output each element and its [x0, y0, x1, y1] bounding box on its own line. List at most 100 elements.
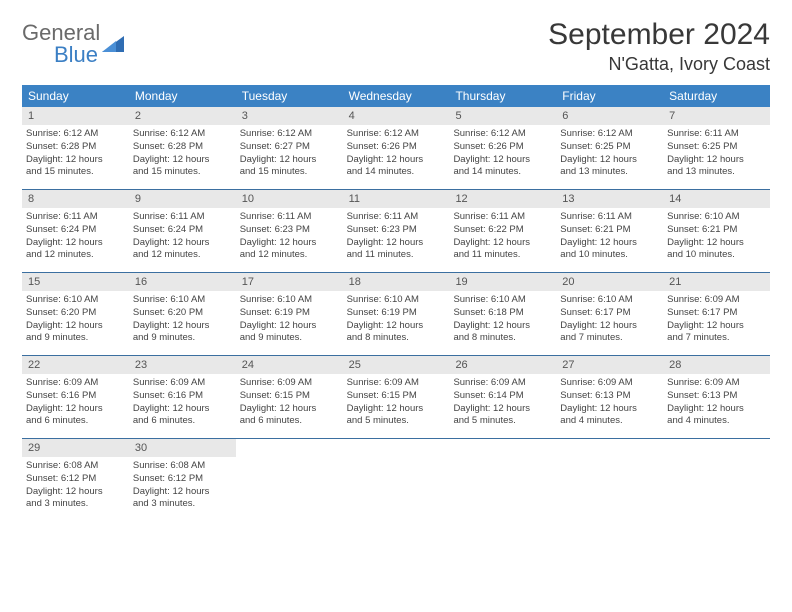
day-details: Sunrise: 6:09 AMSunset: 6:16 PMDaylight:…	[129, 374, 236, 432]
day-details: Sunrise: 6:11 AMSunset: 6:24 PMDaylight:…	[129, 208, 236, 266]
detail-sr: Sunrise: 6:12 AM	[453, 128, 552, 141]
day-details: Sunrise: 6:11 AMSunset: 6:25 PMDaylight:…	[663, 125, 770, 183]
detail-sr: Sunrise: 6:12 AM	[240, 128, 339, 141]
detail-ss: Sunset: 6:22 PM	[453, 224, 552, 237]
day-cell: 12Sunrise: 6:11 AMSunset: 6:22 PMDayligh…	[449, 190, 556, 272]
detail-d1: Daylight: 12 hours	[453, 320, 552, 333]
day-number: 17	[236, 273, 343, 291]
empty-cell	[343, 439, 450, 521]
day-cell: 6Sunrise: 6:12 AMSunset: 6:25 PMDaylight…	[556, 107, 663, 189]
detail-d1: Daylight: 12 hours	[26, 237, 125, 250]
detail-d2: and 13 minutes.	[667, 166, 766, 179]
detail-sr: Sunrise: 6:10 AM	[667, 211, 766, 224]
day-details: Sunrise: 6:10 AMSunset: 6:17 PMDaylight:…	[556, 291, 663, 349]
detail-d2: and 15 minutes.	[26, 166, 125, 179]
detail-d1: Daylight: 12 hours	[667, 320, 766, 333]
detail-d1: Daylight: 12 hours	[240, 320, 339, 333]
detail-sr: Sunrise: 6:08 AM	[133, 460, 232, 473]
detail-sr: Sunrise: 6:12 AM	[26, 128, 125, 141]
detail-sr: Sunrise: 6:10 AM	[453, 294, 552, 307]
day-cell: 29Sunrise: 6:08 AMSunset: 6:12 PMDayligh…	[22, 439, 129, 521]
detail-sr: Sunrise: 6:11 AM	[26, 211, 125, 224]
detail-d2: and 9 minutes.	[26, 332, 125, 345]
detail-d2: and 8 minutes.	[453, 332, 552, 345]
week-row: 22Sunrise: 6:09 AMSunset: 6:16 PMDayligh…	[22, 356, 770, 439]
detail-ss: Sunset: 6:19 PM	[240, 307, 339, 320]
detail-d1: Daylight: 12 hours	[133, 320, 232, 333]
detail-d2: and 5 minutes.	[453, 415, 552, 428]
day-details: Sunrise: 6:10 AMSunset: 6:18 PMDaylight:…	[449, 291, 556, 349]
day-header-thu: Thursday	[449, 85, 556, 107]
detail-sr: Sunrise: 6:09 AM	[667, 377, 766, 390]
day-number: 26	[449, 356, 556, 374]
day-cell: 30Sunrise: 6:08 AMSunset: 6:12 PMDayligh…	[129, 439, 236, 521]
detail-d2: and 9 minutes.	[240, 332, 339, 345]
day-cell: 4Sunrise: 6:12 AMSunset: 6:26 PMDaylight…	[343, 107, 450, 189]
day-number: 18	[343, 273, 450, 291]
detail-sr: Sunrise: 6:09 AM	[560, 377, 659, 390]
detail-d1: Daylight: 12 hours	[560, 237, 659, 250]
detail-d2: and 8 minutes.	[347, 332, 446, 345]
detail-ss: Sunset: 6:16 PM	[133, 390, 232, 403]
detail-ss: Sunset: 6:26 PM	[453, 141, 552, 154]
day-details: Sunrise: 6:08 AMSunset: 6:12 PMDaylight:…	[129, 457, 236, 515]
day-cell: 18Sunrise: 6:10 AMSunset: 6:19 PMDayligh…	[343, 273, 450, 355]
detail-sr: Sunrise: 6:10 AM	[560, 294, 659, 307]
day-cell: 2Sunrise: 6:12 AMSunset: 6:28 PMDaylight…	[129, 107, 236, 189]
empty-cell	[663, 439, 770, 521]
day-cell: 26Sunrise: 6:09 AMSunset: 6:14 PMDayligh…	[449, 356, 556, 438]
detail-d2: and 10 minutes.	[667, 249, 766, 262]
logo-word2: Blue	[54, 44, 100, 66]
week-row: 8Sunrise: 6:11 AMSunset: 6:24 PMDaylight…	[22, 190, 770, 273]
detail-d2: and 13 minutes.	[560, 166, 659, 179]
day-cell: 14Sunrise: 6:10 AMSunset: 6:21 PMDayligh…	[663, 190, 770, 272]
day-number: 3	[236, 107, 343, 125]
weeks-container: 1Sunrise: 6:12 AMSunset: 6:28 PMDaylight…	[22, 107, 770, 521]
detail-d1: Daylight: 12 hours	[347, 154, 446, 167]
empty-cell	[449, 439, 556, 521]
detail-sr: Sunrise: 6:11 AM	[347, 211, 446, 224]
detail-d2: and 3 minutes.	[133, 498, 232, 511]
day-number: 9	[129, 190, 236, 208]
day-number: 16	[129, 273, 236, 291]
detail-d1: Daylight: 12 hours	[26, 320, 125, 333]
day-details: Sunrise: 6:09 AMSunset: 6:15 PMDaylight:…	[343, 374, 450, 432]
day-cell: 11Sunrise: 6:11 AMSunset: 6:23 PMDayligh…	[343, 190, 450, 272]
detail-sr: Sunrise: 6:11 AM	[453, 211, 552, 224]
day-number: 15	[22, 273, 129, 291]
detail-ss: Sunset: 6:13 PM	[667, 390, 766, 403]
day-number: 23	[129, 356, 236, 374]
day-number: 14	[663, 190, 770, 208]
detail-d2: and 11 minutes.	[347, 249, 446, 262]
detail-ss: Sunset: 6:13 PM	[560, 390, 659, 403]
day-number: 5	[449, 107, 556, 125]
day-cell: 27Sunrise: 6:09 AMSunset: 6:13 PMDayligh…	[556, 356, 663, 438]
day-cell: 1Sunrise: 6:12 AMSunset: 6:28 PMDaylight…	[22, 107, 129, 189]
day-number: 28	[663, 356, 770, 374]
detail-d1: Daylight: 12 hours	[560, 320, 659, 333]
day-number: 21	[663, 273, 770, 291]
empty-cell	[556, 439, 663, 521]
detail-d1: Daylight: 12 hours	[133, 237, 232, 250]
day-number: 13	[556, 190, 663, 208]
day-details: Sunrise: 6:11 AMSunset: 6:21 PMDaylight:…	[556, 208, 663, 266]
detail-d2: and 6 minutes.	[26, 415, 125, 428]
detail-d2: and 11 minutes.	[453, 249, 552, 262]
day-headers: Sunday Monday Tuesday Wednesday Thursday…	[22, 85, 770, 107]
detail-d1: Daylight: 12 hours	[240, 154, 339, 167]
day-number: 30	[129, 439, 236, 457]
day-cell: 20Sunrise: 6:10 AMSunset: 6:17 PMDayligh…	[556, 273, 663, 355]
detail-d1: Daylight: 12 hours	[560, 403, 659, 416]
day-cell: 10Sunrise: 6:11 AMSunset: 6:23 PMDayligh…	[236, 190, 343, 272]
day-number: 29	[22, 439, 129, 457]
detail-d2: and 7 minutes.	[560, 332, 659, 345]
detail-d2: and 7 minutes.	[667, 332, 766, 345]
detail-ss: Sunset: 6:19 PM	[347, 307, 446, 320]
day-number: 2	[129, 107, 236, 125]
day-number: 12	[449, 190, 556, 208]
detail-ss: Sunset: 6:24 PM	[133, 224, 232, 237]
day-details: Sunrise: 6:09 AMSunset: 6:13 PMDaylight:…	[663, 374, 770, 432]
day-cell: 9Sunrise: 6:11 AMSunset: 6:24 PMDaylight…	[129, 190, 236, 272]
detail-ss: Sunset: 6:25 PM	[560, 141, 659, 154]
detail-d2: and 12 minutes.	[26, 249, 125, 262]
